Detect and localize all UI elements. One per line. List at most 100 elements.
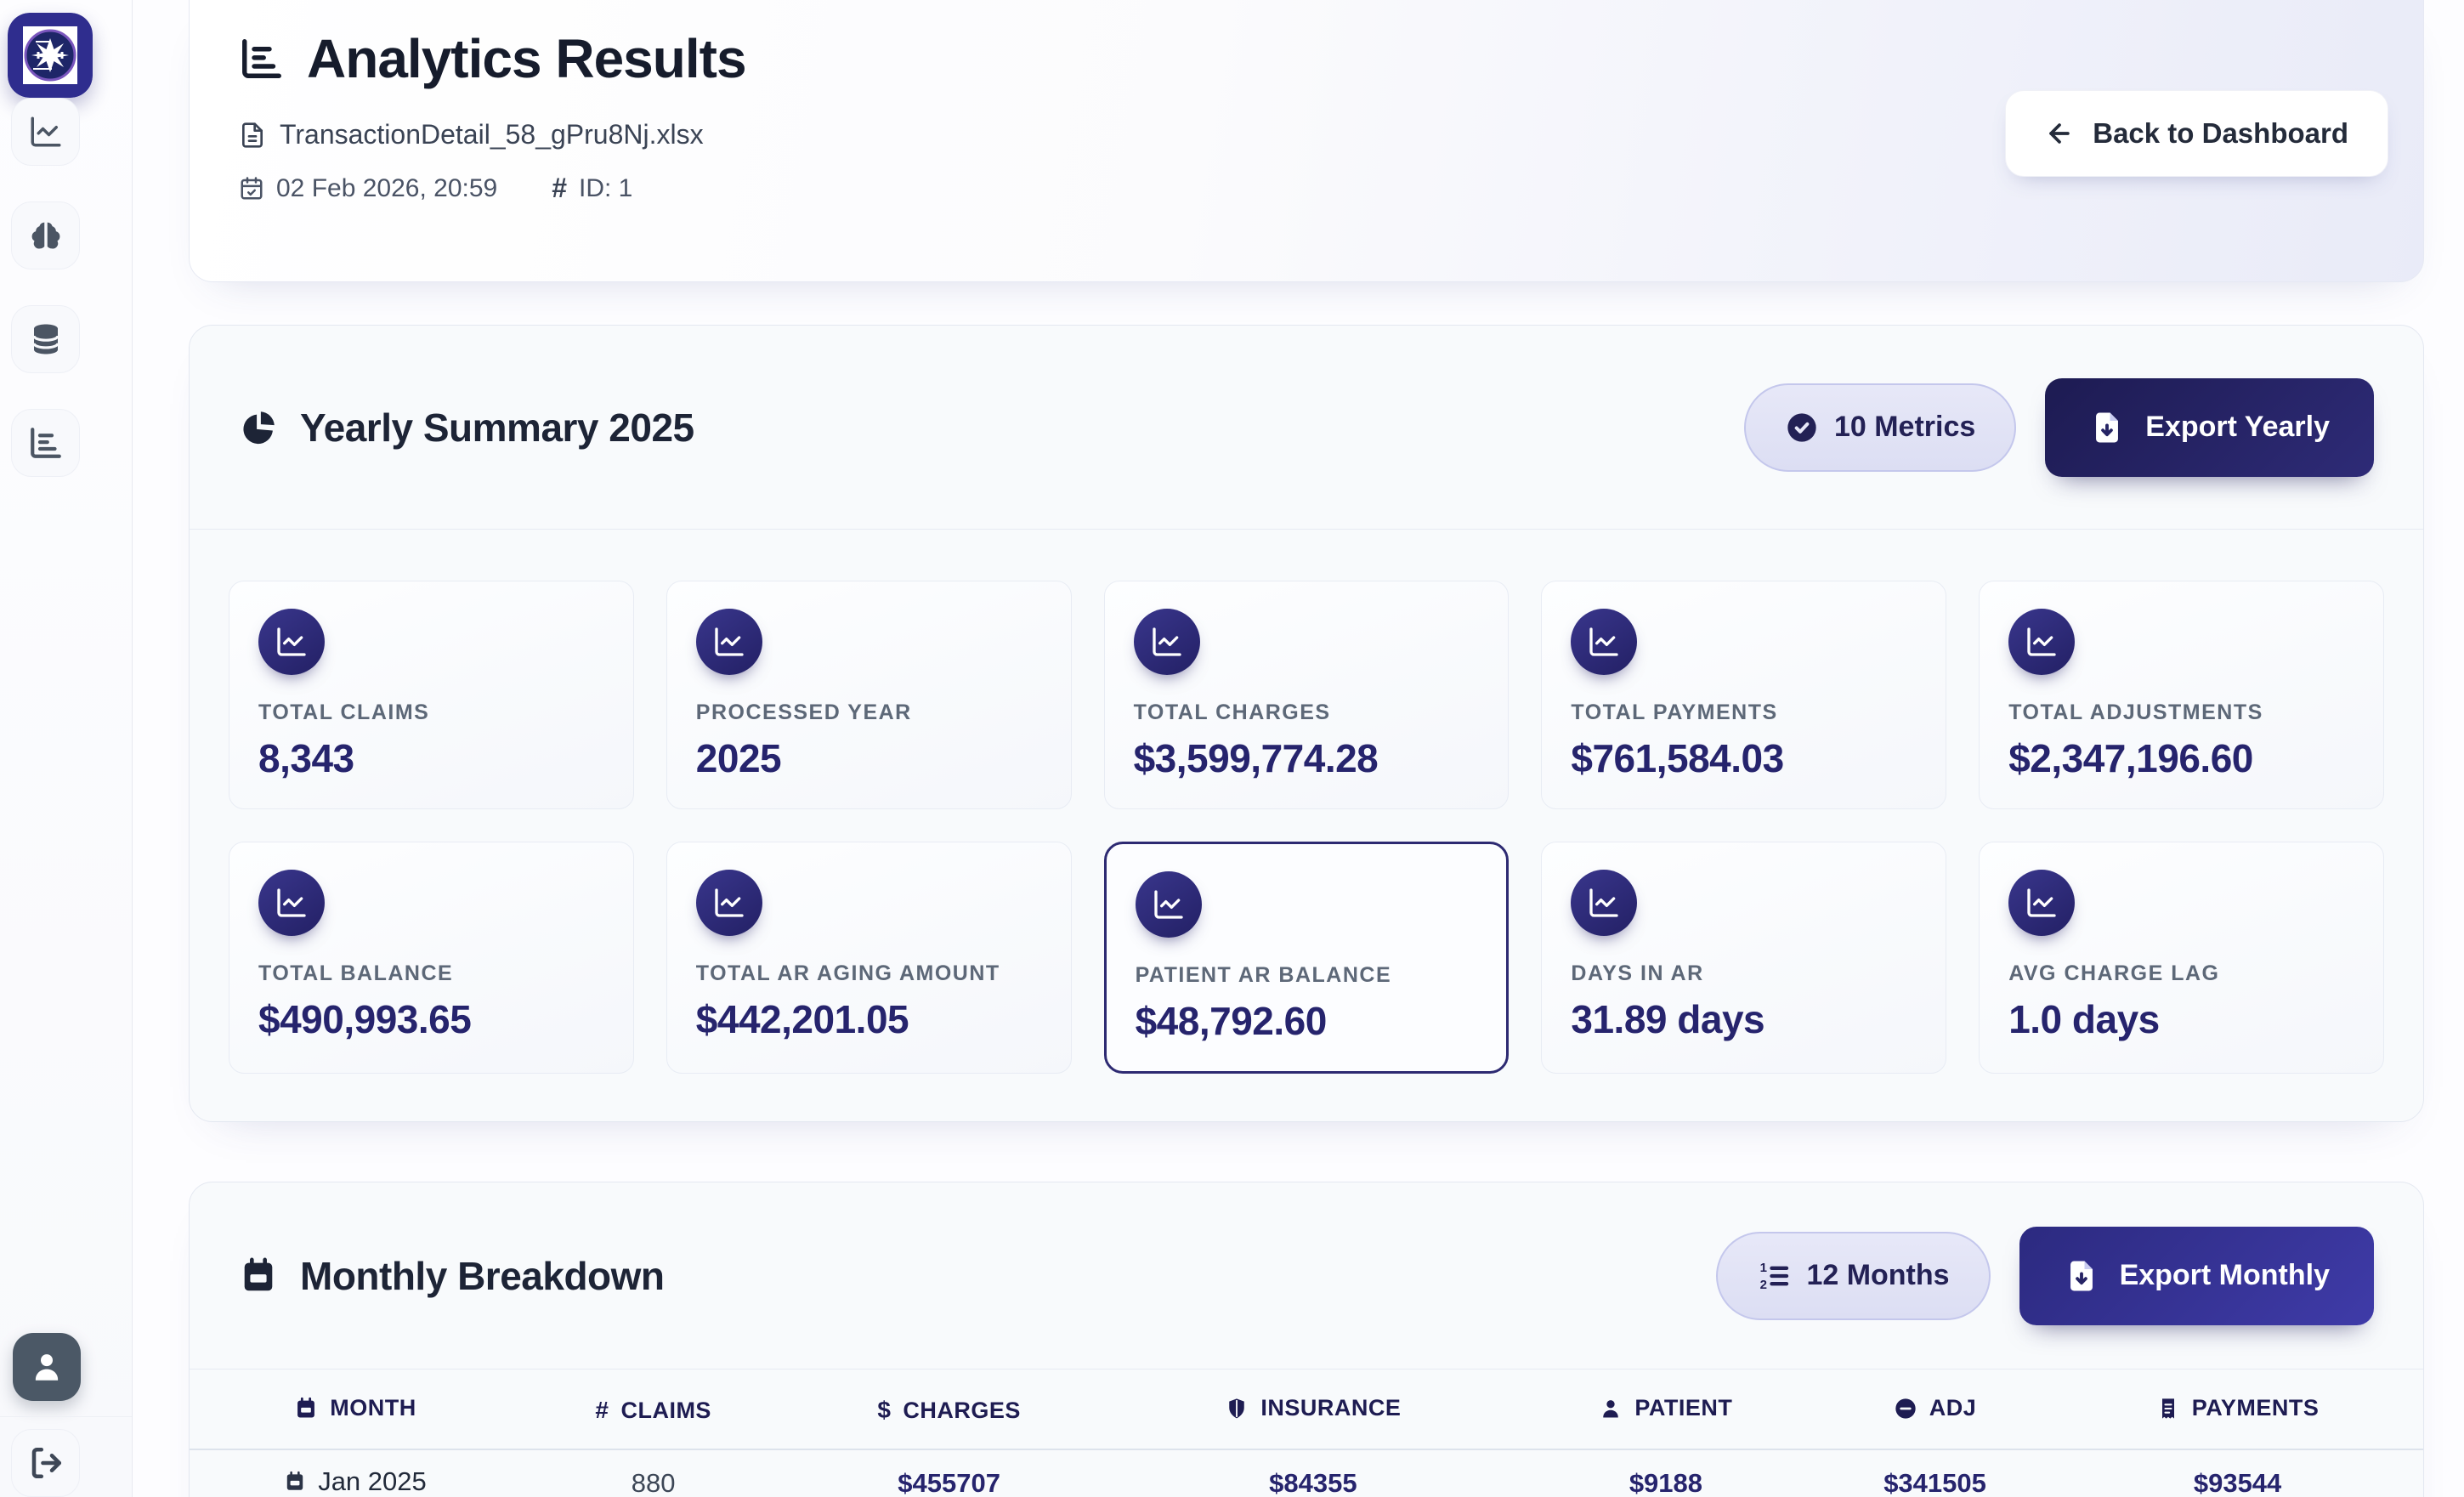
- file-down-icon: [2089, 410, 2125, 445]
- metric-card-total-claims[interactable]: TOTAL CLAIMS 8,343: [229, 581, 634, 809]
- database-icon: [28, 321, 64, 357]
- table-row-jan-2025: Jan 2025 880 $455707 $84355 $9188 $34150…: [190, 1449, 2423, 1497]
- app-logo[interactable]: [8, 13, 93, 98]
- metric-label: AVG CHARGE LAG: [2008, 961, 2220, 985]
- brain-icon: [28, 218, 64, 253]
- sidebar-bottom: [0, 1333, 132, 1497]
- hash-icon: #: [552, 173, 568, 203]
- metric-value: $3,599,774.28: [1133, 736, 1379, 780]
- patient-cell: $9188: [1513, 1449, 1818, 1497]
- months-count-label: 12 Months: [1806, 1259, 1950, 1291]
- metric-card-processed-year[interactable]: PROCESSED YEAR 2025: [666, 581, 1072, 809]
- metric-card-total-charges[interactable]: TOTAL CHARGES $3,599,774.28: [1103, 581, 1510, 809]
- metric-value: 2025: [695, 736, 782, 780]
- timestamp-text: 02 Feb 2026, 20:59: [276, 173, 498, 202]
- insurance-cell: $84355: [1112, 1449, 1514, 1497]
- sidebar-item-reports[interactable]: [11, 409, 80, 477]
- metric-value: $761,584.03: [1571, 736, 1784, 780]
- yearly-summary-title: Yearly Summary 2025: [300, 405, 694, 450]
- line-chart-icon: [1133, 609, 1200, 675]
- metric-label: TOTAL BALANCE: [258, 961, 454, 985]
- line-chart-icon: [28, 114, 64, 150]
- line-chart-icon: [1571, 870, 1638, 936]
- metrics-count-badge: 10 Metrics: [1743, 383, 2017, 472]
- metric-label: TOTAL PAYMENTS: [1571, 700, 1778, 724]
- metric-card-avg-charge-lag[interactable]: AVG CHARGE LAG 1.0 days: [1979, 842, 2384, 1074]
- line-chart-icon: [258, 870, 325, 936]
- metric-label: TOTAL CLAIMS: [258, 700, 430, 724]
- metric-card-total-balance[interactable]: TOTAL BALANCE $490,993.65: [229, 842, 634, 1074]
- metric-value: $490,993.65: [258, 997, 472, 1041]
- metric-value: 8,343: [258, 736, 354, 780]
- claims-cell: 880: [520, 1449, 786, 1497]
- page-header: Analytics Results TransactionDetail_58_g…: [189, 0, 2424, 282]
- metric-card-total-payments[interactable]: TOTAL PAYMENTS $761,584.03: [1541, 581, 1947, 809]
- export-yearly-label: Export Yearly: [2145, 411, 2330, 443]
- user-icon: [29, 1349, 65, 1385]
- line-chart-icon: [695, 870, 762, 936]
- timestamp: 02 Feb 2026, 20:59: [239, 174, 497, 203]
- monthly-actions: 12 Months Export Monthly: [1716, 1226, 2374, 1325]
- receipt-icon: [2156, 1397, 2180, 1420]
- yearly-summary-title-row: Yearly Summary 2025: [239, 405, 694, 451]
- calendar-icon: [294, 1397, 318, 1420]
- column-header-adj: ADJ: [1817, 1369, 2053, 1450]
- metric-card-total-ar-aging[interactable]: TOTAL AR AGING AMOUNT $442,201.05: [666, 842, 1072, 1074]
- bar-chart-icon: [239, 36, 285, 82]
- metric-label: TOTAL ADJUSTMENTS: [2008, 700, 2263, 724]
- file-down-icon: [2064, 1258, 2099, 1294]
- check-circle-icon: [1785, 411, 1819, 445]
- metric-label: PROCESSED YEAR: [695, 700, 912, 724]
- export-monthly-button[interactable]: Export Monthly: [2019, 1226, 2374, 1325]
- line-chart-icon: [2008, 870, 2076, 936]
- month-cell: Jan 2025: [190, 1449, 521, 1497]
- charges-cell: $455707: [785, 1449, 1113, 1497]
- metric-label: PATIENT AR BALANCE: [1135, 963, 1392, 987]
- column-header-payments: PAYMENTS: [2052, 1369, 2423, 1450]
- sidebar-item-data[interactable]: [11, 305, 80, 373]
- line-chart-icon: [695, 609, 762, 675]
- metric-value: $442,201.05: [695, 997, 909, 1041]
- line-chart-icon: [1571, 609, 1638, 675]
- line-chart-icon: [2008, 609, 2076, 675]
- list-ordered-icon: [1757, 1259, 1791, 1293]
- logout-button[interactable]: [11, 1429, 80, 1497]
- metric-value: 1.0 days: [2008, 997, 2160, 1041]
- sidebar-item-ai-insights[interactable]: [11, 201, 80, 269]
- export-monthly-label: Export Monthly: [2119, 1259, 2330, 1291]
- column-header-claims: # CLAIMS: [520, 1369, 786, 1450]
- line-chart-icon: [1135, 871, 1202, 938]
- metric-value: $48,792.60: [1135, 999, 1328, 1043]
- dollar-icon: $: [877, 1397, 892, 1424]
- user-avatar[interactable]: [13, 1333, 81, 1401]
- yearly-actions: 10 Metrics Export Yearly: [1743, 377, 2374, 477]
- monthly-table: MONTH # CLAIMS $ CHARGES INSURANCE PATIE…: [190, 1369, 2423, 1497]
- minus-circle-icon: [1894, 1397, 1917, 1420]
- calendar-check-icon: [239, 176, 264, 201]
- metrics-grid: TOTAL CLAIMS 8,343 PROCESSED YEAR 2025 T…: [190, 530, 2423, 1121]
- file-icon: [239, 122, 266, 149]
- page-title: Analytics Results: [307, 28, 747, 89]
- calendar-icon: [284, 1471, 306, 1493]
- metric-card-total-adjustments[interactable]: TOTAL ADJUSTMENTS $2,347,196.60: [1979, 581, 2384, 809]
- pie-chart-icon: [239, 408, 278, 447]
- user-icon: [1599, 1397, 1623, 1420]
- sidebar-item-analytics[interactable]: [11, 98, 80, 166]
- column-header-charges: $ CHARGES: [785, 1369, 1113, 1450]
- metric-value: 31.89 days: [1571, 997, 1765, 1041]
- main-content: Analytics Results TransactionDetail_58_g…: [133, 0, 2464, 1497]
- metric-card-patient-ar-balance-selected[interactable]: PATIENT AR BALANCE $48,792.60: [1103, 842, 1510, 1074]
- back-to-dashboard-button[interactable]: Back to Dashboard: [2005, 90, 2388, 177]
- yearly-summary-section: Yearly Summary 2025 10 Metrics Export Ye…: [189, 325, 2424, 1122]
- column-header-patient: PATIENT: [1513, 1369, 1818, 1450]
- meta-row: 02 Feb 2026, 20:59 # ID: 1: [239, 173, 2423, 204]
- export-yearly-button[interactable]: Export Yearly: [2045, 377, 2374, 477]
- calendar-icon: [239, 1256, 278, 1296]
- monthly-breakdown-header: Monthly Breakdown 12 Months Export Month…: [190, 1182, 2423, 1369]
- yearly-summary-header: Yearly Summary 2025 10 Metrics Export Ye…: [190, 326, 2423, 530]
- metrics-count-label: 10 Metrics: [1833, 411, 1976, 443]
- payments-cell: $93544: [2052, 1449, 2423, 1497]
- metric-card-days-in-ar[interactable]: DAYS IN AR 31.89 days: [1541, 842, 1947, 1074]
- bar-chart-icon: [28, 425, 64, 461]
- monthly-breakdown-title-row: Monthly Breakdown: [239, 1253, 665, 1299]
